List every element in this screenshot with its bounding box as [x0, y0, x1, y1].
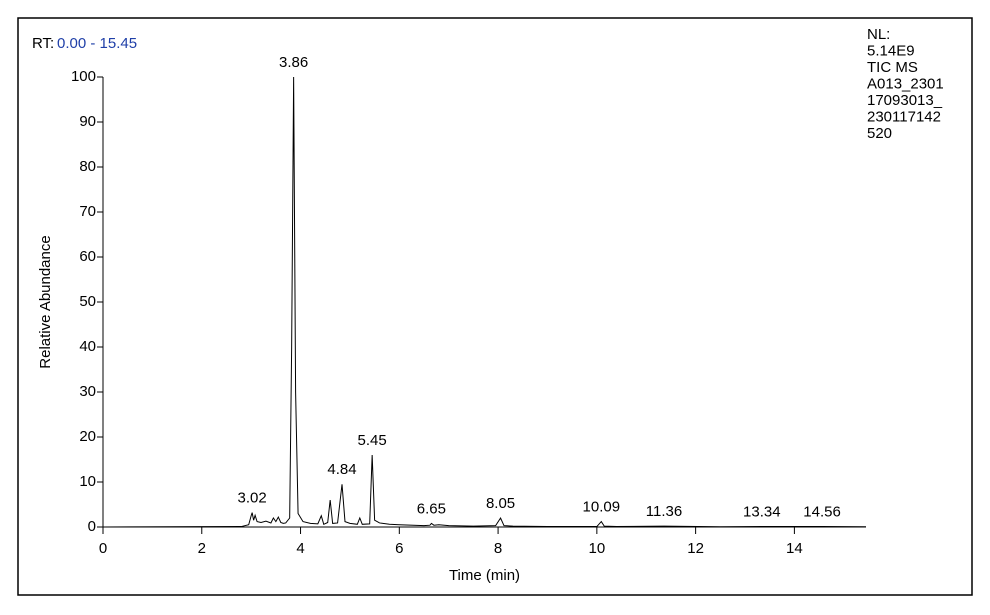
x-tick-label: 4 — [296, 540, 304, 557]
x-tick-label: 12 — [687, 540, 704, 557]
trace — [102, 76, 867, 528]
info-line: 17093013_ — [867, 92, 943, 109]
y-tick-label: 50 — [79, 293, 96, 310]
peak-label: 3.86 — [279, 54, 308, 71]
peak-label: 4.84 — [327, 461, 356, 478]
peak-label: 14.56 — [803, 504, 841, 521]
info-line: 230117142 — [867, 108, 941, 125]
info-line: A013_2301 — [867, 75, 944, 92]
y-tick-label: 90 — [79, 113, 96, 130]
peak-label: 5.45 — [358, 432, 387, 449]
peak-label: 6.65 — [417, 500, 446, 517]
y-tick-label: 20 — [79, 428, 96, 445]
x-tick-label: 8 — [494, 540, 502, 557]
info-line: 5.14E9 — [867, 42, 915, 59]
x-tick-label: 2 — [198, 540, 206, 557]
y-tick-label: 0 — [88, 518, 96, 535]
y-tick-label: 10 — [79, 473, 96, 490]
y-tick-label: 70 — [79, 203, 96, 220]
y-tick-label: 60 — [79, 248, 96, 265]
rt-range: 0.00 - 15.45 — [57, 35, 137, 52]
x-tick-label: 10 — [589, 540, 606, 557]
x-tick-label: 0 — [99, 540, 107, 557]
peak-label: 8.05 — [486, 495, 515, 512]
x-tick-label: 6 — [395, 540, 403, 557]
y-tick-label: 100 — [71, 68, 96, 85]
info-line: TIC MS — [867, 59, 918, 76]
y-tick-label: 30 — [79, 383, 96, 400]
y-tick-label: 80 — [79, 158, 96, 175]
peak-label: 13.34 — [743, 504, 781, 521]
peak-label: 3.02 — [238, 490, 267, 507]
rt-label: RT: — [32, 35, 54, 52]
x-axis-title: Time (min) — [449, 567, 520, 584]
y-tick-label: 40 — [79, 338, 96, 355]
y-axis-title: Relative Abundance — [37, 235, 54, 368]
peak-label: 11.36 — [646, 503, 682, 520]
info-line: NL: — [867, 26, 890, 43]
info-line: 520 — [867, 125, 892, 142]
x-tick-label: 14 — [786, 540, 803, 557]
peak-label: 10.09 — [583, 499, 621, 516]
frame — [17, 17, 973, 596]
